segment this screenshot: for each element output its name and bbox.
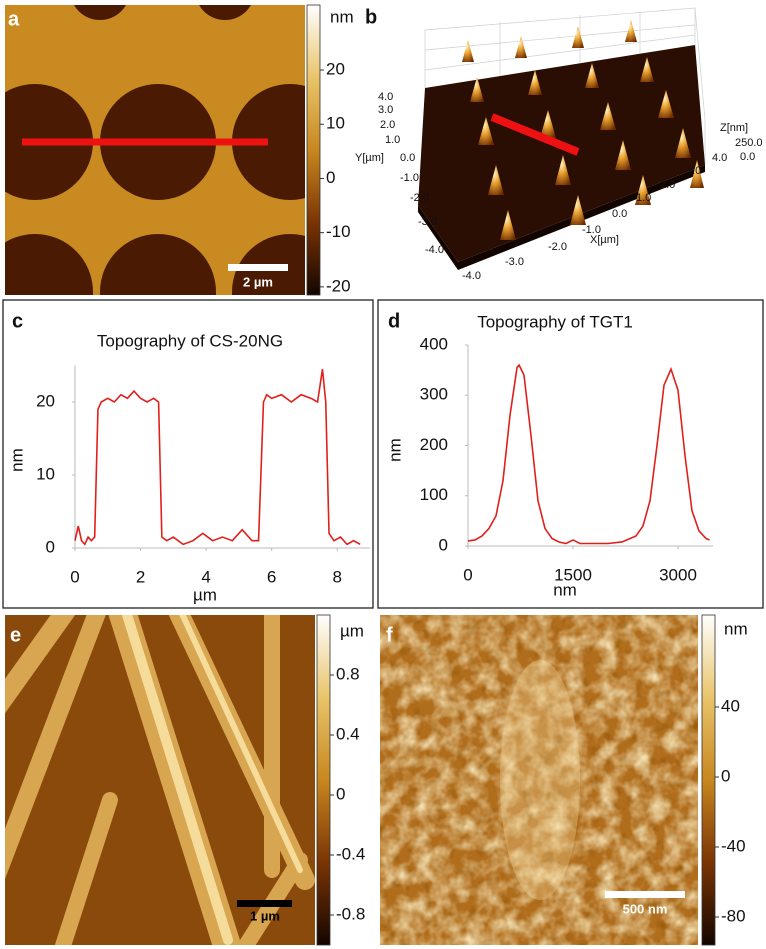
tick-label: 1.0 — [636, 192, 651, 204]
tick-label: 1.0 — [385, 134, 400, 146]
panel-frame-d — [377, 299, 764, 609]
axis-label: Z[nm] — [720, 122, 748, 134]
tick-label: -2.0 — [548, 241, 567, 253]
tick-label: 0.0 — [740, 151, 755, 163]
x-tick-label: 6 — [267, 567, 276, 586]
tick-label: -2.0 — [410, 192, 429, 204]
scale-bar-label: 1 µm — [250, 908, 280, 923]
x-tick-label: 3000 — [659, 565, 697, 584]
colorbar-tick-label: 0.4 — [336, 724, 360, 743]
x-axis-label: µm — [193, 585, 217, 604]
colorbar-tick-label: -0.8 — [336, 904, 365, 923]
colorbar-tick-label: -40 — [721, 836, 746, 855]
y-axis-label: nm — [385, 438, 404, 462]
y-tick-label: 300 — [420, 385, 448, 404]
tick-label: -4.0 — [425, 244, 444, 256]
colorbar-tick-label: 0 — [721, 767, 730, 786]
colorbar-unit: nm — [330, 7, 354, 26]
tick-label: -4.0 — [462, 270, 481, 282]
tick-label: 0.0 — [400, 152, 415, 164]
tick-label: -3.0 — [505, 256, 524, 268]
data-line — [467, 363, 710, 545]
x-tick-label: 0 — [70, 567, 79, 586]
tick-label: 3.0 — [378, 104, 393, 116]
y-tick-label: 200 — [420, 435, 448, 454]
tick-label: 2.0 — [660, 179, 675, 191]
colorbar — [316, 614, 331, 946]
colorbar-tick-label: 10 — [326, 114, 345, 133]
colorbar-unit: nm — [724, 619, 748, 638]
afm-image-f — [380, 615, 698, 945]
afm-image-a — [5, 5, 305, 295]
colorbar-tick-label: 0 — [326, 168, 335, 187]
panel-label: a — [8, 8, 20, 30]
colorbar-tick-label: -20 — [326, 276, 351, 295]
scale-bar — [228, 264, 288, 271]
panel-label: d — [388, 310, 400, 332]
panel-label: c — [12, 310, 23, 332]
scale-bar-label: 500 nm — [623, 901, 668, 916]
colorbar-tick-label: 0 — [336, 784, 345, 803]
scale-bar — [237, 900, 292, 907]
chart-title: Topography of CS-20NG — [97, 331, 283, 350]
y-tick-label: 400 — [420, 334, 448, 353]
x-tick-label: 1500 — [554, 565, 592, 584]
axis-label: Y[µm] — [355, 152, 384, 164]
tick-label: 4.0 — [712, 152, 727, 164]
x-axis-label: nm — [553, 580, 577, 599]
colorbar-tick-label: -10 — [326, 222, 351, 241]
tick-label: -3.0 — [418, 216, 437, 228]
colorbar — [306, 4, 321, 296]
y-tick-label: 0 — [46, 537, 55, 556]
tick-label: 3.0 — [686, 165, 701, 177]
panel-label: f — [386, 624, 393, 646]
colorbar-tick-label: -80 — [721, 906, 746, 925]
data-line — [74, 369, 361, 546]
y-tick-label: 10 — [36, 464, 55, 483]
colorbar-tick-label: 0.8 — [336, 664, 360, 683]
afm-image-e — [5, 615, 315, 945]
x-tick-label: 4 — [201, 567, 210, 586]
y-tick-label: 0 — [439, 535, 448, 554]
colorbar-unit: µm — [340, 621, 364, 640]
y-tick-label: 100 — [420, 485, 448, 504]
tick-label: 2.0 — [380, 119, 395, 131]
y-axis-label: nm — [7, 448, 26, 472]
tick-label: 0.0 — [612, 208, 627, 220]
y-tick-label: 20 — [36, 391, 55, 410]
panel-label: b — [365, 6, 377, 28]
scale-bar-label: 2 µm — [243, 274, 273, 289]
chart-title: Topography of TGT1 — [477, 312, 633, 331]
tick-label: -1.0 — [582, 224, 601, 236]
x-tick-label: 0 — [463, 565, 472, 584]
x-tick-label: 8 — [332, 567, 341, 586]
colorbar-tick-label: 20 — [326, 60, 345, 79]
colorbar — [701, 614, 716, 946]
surface-plot-b — [418, 7, 706, 270]
x-tick-label: 2 — [136, 567, 145, 586]
tick-label: 4.0 — [378, 91, 393, 103]
colorbar-tick-label: 40 — [721, 697, 740, 716]
tick-label: -1.0 — [400, 172, 419, 184]
axis-label: X[µm] — [590, 234, 619, 246]
colorbar-tick-label: -0.4 — [336, 844, 365, 863]
panel-label: e — [10, 624, 21, 646]
scale-bar — [605, 891, 685, 898]
tick-label: 250.0 — [735, 137, 763, 149]
panel-frame-c — [2, 299, 374, 609]
